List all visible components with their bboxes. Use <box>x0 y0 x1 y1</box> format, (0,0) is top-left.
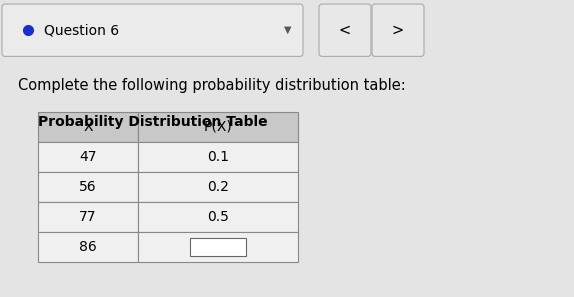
Text: <: < <box>339 23 351 38</box>
Bar <box>190 238 246 256</box>
FancyBboxPatch shape <box>2 4 303 56</box>
Text: X: X <box>83 120 93 134</box>
Text: 86: 86 <box>79 240 97 254</box>
Text: 77: 77 <box>79 210 97 224</box>
Bar <box>38 142 138 172</box>
Text: 0.2: 0.2 <box>207 180 229 194</box>
Bar <box>138 232 298 262</box>
Bar <box>138 172 298 202</box>
Text: 47: 47 <box>79 150 97 164</box>
FancyBboxPatch shape <box>319 4 371 56</box>
Bar <box>138 112 298 142</box>
Text: ▼: ▼ <box>284 25 292 35</box>
Text: P(X): P(X) <box>204 120 232 134</box>
Bar <box>38 232 138 262</box>
Text: Question 6: Question 6 <box>44 23 119 37</box>
Text: Complete the following probability distribution table:: Complete the following probability distr… <box>18 78 406 94</box>
Text: >: > <box>392 23 404 38</box>
Bar <box>38 172 138 202</box>
Text: 0.5: 0.5 <box>207 210 229 224</box>
Bar <box>138 202 298 232</box>
FancyBboxPatch shape <box>372 4 424 56</box>
Text: 0.1: 0.1 <box>207 150 229 164</box>
Bar <box>38 202 138 232</box>
Text: 56: 56 <box>79 180 97 194</box>
Bar <box>138 142 298 172</box>
Text: Probability Distribution Table: Probability Distribution Table <box>38 115 267 129</box>
Bar <box>38 112 138 142</box>
